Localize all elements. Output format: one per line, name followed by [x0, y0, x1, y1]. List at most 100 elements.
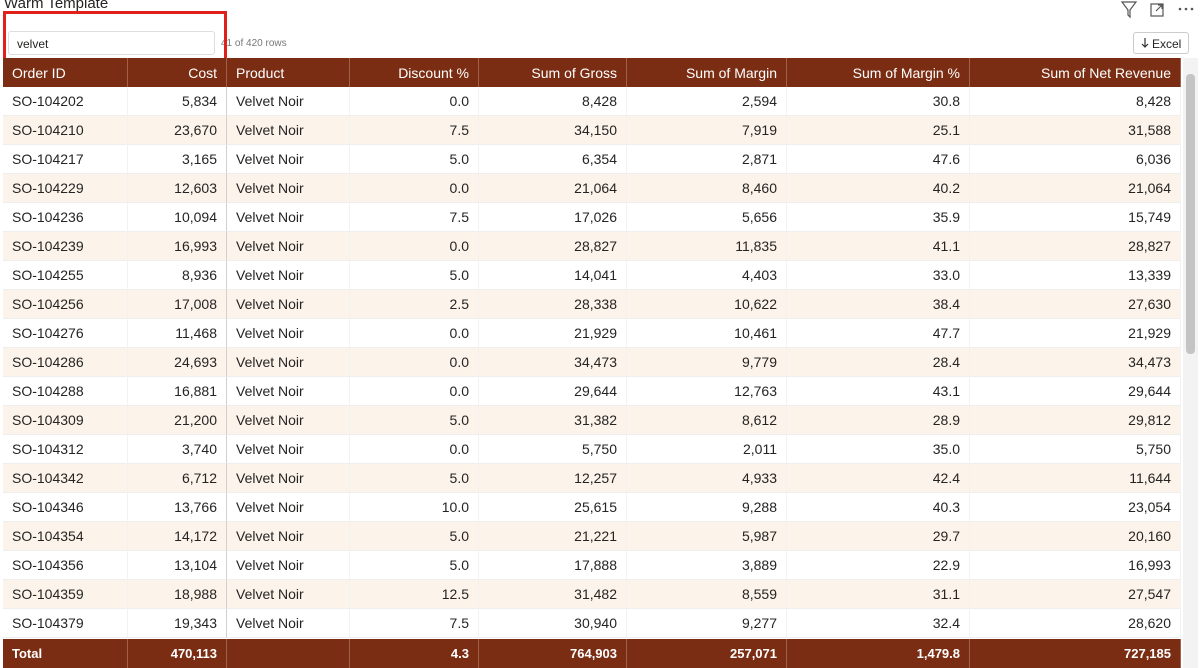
table-cell: 5,750: [479, 435, 627, 464]
table-cell: 5.0: [350, 406, 479, 435]
table-cell: SO-104359: [3, 580, 128, 609]
export-button[interactable]: Excel: [1133, 32, 1189, 54]
table-cell: Velvet Noir: [227, 87, 350, 116]
table-cell: 2,011: [627, 435, 787, 464]
table-cell: 21,929: [479, 319, 627, 348]
table-cell: SO-104239: [3, 232, 128, 261]
table-cell: 21,064: [970, 174, 1181, 203]
column-header: Discount %: [350, 58, 479, 87]
table-cell: 5.0: [350, 522, 479, 551]
table-cell: 13,104: [128, 551, 227, 580]
table-cell: 27,630: [970, 290, 1181, 319]
table-cell: 28,620: [970, 609, 1181, 638]
table-cell: 19,343: [128, 609, 227, 638]
table-cell: SO-104210: [3, 116, 128, 145]
column-header: Product: [227, 58, 350, 87]
table-cell: 24,693: [128, 348, 227, 377]
table-cell: 22.9: [787, 551, 970, 580]
total-cell: 727,185: [970, 639, 1181, 668]
table-cell: 6,354: [479, 145, 627, 174]
table-cell: 16,993: [128, 232, 227, 261]
table-cell: SO-104276: [3, 319, 128, 348]
table-cell: 35.9: [787, 203, 970, 232]
table-cell: SO-104202: [3, 87, 128, 116]
column-header: Sum of Margin: [627, 58, 787, 87]
table-cell: 29.7: [787, 522, 970, 551]
table-cell: 5.0: [350, 261, 479, 290]
table-cell: 4,403: [627, 261, 787, 290]
column-header: Cost: [128, 58, 227, 87]
table-cell: Velvet Noir: [227, 348, 350, 377]
table-cell: SO-104255: [3, 261, 128, 290]
column-header: Order ID: [3, 58, 128, 87]
table-cell: 5,834: [128, 87, 227, 116]
table-cell: 0.0: [350, 232, 479, 261]
table-cell: 11,644: [970, 464, 1181, 493]
table-cell: 31.1: [787, 580, 970, 609]
table-cell: 31,482: [479, 580, 627, 609]
table-cell: 8,428: [479, 87, 627, 116]
table-cell: 25.1: [787, 116, 970, 145]
table-cell: 28.4: [787, 348, 970, 377]
total-cell: 1,479.8: [787, 639, 970, 668]
table-cell: 7.5: [350, 609, 479, 638]
table-cell: 0.0: [350, 377, 479, 406]
table-cell: 43.1: [787, 377, 970, 406]
table-cell: Velvet Noir: [227, 551, 350, 580]
table-cell: 41.1: [787, 232, 970, 261]
table-cell: 20,160: [970, 522, 1181, 551]
table-cell: 18,988: [128, 580, 227, 609]
table-cell: 21,064: [479, 174, 627, 203]
table-cell: 9,277: [627, 609, 787, 638]
total-cell: 257,071: [627, 639, 787, 668]
table-cell: 5.0: [350, 464, 479, 493]
visual-title: Warm Template: [4, 0, 109, 12]
scrollbar-thumb[interactable]: [1186, 74, 1195, 354]
table-cell: 4,933: [627, 464, 787, 493]
table-cell: 5,656: [627, 203, 787, 232]
table-cell: SO-104229: [3, 174, 128, 203]
table-cell: 40.2: [787, 174, 970, 203]
table-cell: 14,041: [479, 261, 627, 290]
table-cell: 5.0: [350, 145, 479, 174]
table-cell: SO-104356: [3, 551, 128, 580]
search-input[interactable]: velvet: [8, 31, 215, 55]
table-cell: 10,461: [627, 319, 787, 348]
total-cell: [227, 639, 350, 668]
column-header: Sum of Margin %: [787, 58, 970, 87]
table-cell: SO-104354: [3, 522, 128, 551]
table-cell: 30,940: [479, 609, 627, 638]
table-cell: SO-104346: [3, 493, 128, 522]
total-cell: Total: [3, 639, 128, 668]
table-cell: Velvet Noir: [227, 203, 350, 232]
table-cell: SO-104288: [3, 377, 128, 406]
table-cell: Velvet Noir: [227, 232, 350, 261]
table-cell: 29,644: [970, 377, 1181, 406]
table-cell: 31,382: [479, 406, 627, 435]
table-cell: 5.0: [350, 551, 479, 580]
table-cell: SO-104217: [3, 145, 128, 174]
table-cell: 34,473: [970, 348, 1181, 377]
table-cell: Velvet Noir: [227, 406, 350, 435]
table-cell: 10,622: [627, 290, 787, 319]
table-cell: 42.4: [787, 464, 970, 493]
table-cell: Velvet Noir: [227, 145, 350, 174]
visual-header-icons[interactable]: [1118, 0, 1198, 20]
table-cell: 21,221: [479, 522, 627, 551]
table-cell: 8,460: [627, 174, 787, 203]
table-cell: 16,881: [128, 377, 227, 406]
table-cell: SO-104236: [3, 203, 128, 232]
table-cell: 21,929: [970, 319, 1181, 348]
table-cell: 12,257: [479, 464, 627, 493]
table-cell: 8,428: [970, 87, 1181, 116]
table-cell: 0.0: [350, 435, 479, 464]
table-cell: Velvet Noir: [227, 435, 350, 464]
table-cell: 38.4: [787, 290, 970, 319]
total-cell: 764,903: [479, 639, 627, 668]
table-cell: Velvet Noir: [227, 522, 350, 551]
table-cell: 23,670: [128, 116, 227, 145]
table-cell: 17,008: [128, 290, 227, 319]
table-cell: 16,993: [970, 551, 1181, 580]
